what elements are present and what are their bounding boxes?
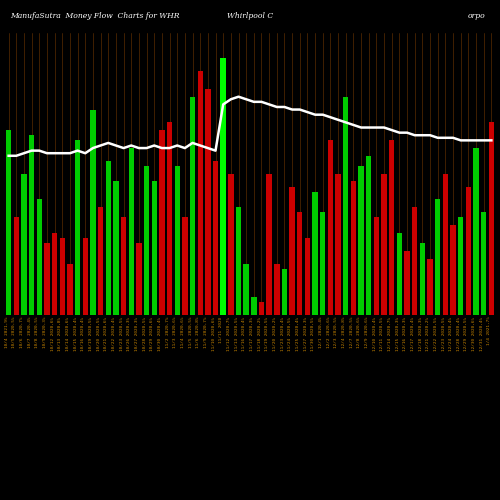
Bar — [75, 140, 80, 315]
Bar — [198, 71, 203, 315]
Bar — [450, 225, 456, 315]
Bar — [205, 89, 210, 315]
Bar — [274, 264, 280, 315]
Bar — [82, 238, 88, 315]
Bar — [290, 186, 295, 315]
Bar — [320, 212, 326, 315]
Text: Whirlpool C: Whirlpool C — [227, 12, 273, 20]
Bar — [389, 140, 394, 315]
Bar — [98, 207, 103, 315]
Bar — [382, 174, 387, 315]
Bar — [67, 264, 72, 315]
Bar — [190, 96, 195, 315]
Bar — [29, 135, 34, 315]
Bar — [312, 192, 318, 315]
Bar — [435, 200, 440, 315]
Bar — [174, 166, 180, 315]
Bar — [336, 174, 341, 315]
Bar — [458, 218, 464, 315]
Bar — [136, 243, 141, 315]
Bar — [351, 182, 356, 315]
Bar — [52, 233, 58, 315]
Bar — [6, 130, 12, 315]
Bar — [420, 243, 425, 315]
Bar — [182, 218, 188, 315]
Bar — [44, 243, 50, 315]
Bar — [167, 122, 172, 315]
Bar — [152, 182, 157, 315]
Bar — [159, 130, 164, 315]
Bar — [442, 174, 448, 315]
Bar — [36, 200, 42, 315]
Bar — [14, 218, 19, 315]
Bar — [412, 207, 418, 315]
Bar — [297, 212, 302, 315]
Bar — [481, 212, 486, 315]
Bar — [466, 186, 471, 315]
Bar — [374, 218, 379, 315]
Bar — [244, 264, 249, 315]
Bar — [213, 161, 218, 315]
Bar — [366, 156, 372, 315]
Bar — [121, 218, 126, 315]
Bar — [266, 174, 272, 315]
Bar — [328, 140, 333, 315]
Bar — [251, 297, 256, 315]
Bar — [144, 166, 149, 315]
Bar — [60, 238, 65, 315]
Bar — [22, 174, 26, 315]
Bar — [228, 174, 234, 315]
Bar — [128, 148, 134, 315]
Bar — [282, 269, 287, 315]
Text: orpo: orpo — [467, 12, 485, 20]
Bar — [106, 161, 111, 315]
Bar — [488, 122, 494, 315]
Bar — [113, 182, 118, 315]
Bar — [428, 258, 433, 315]
Bar — [236, 207, 241, 315]
Bar — [259, 302, 264, 315]
Bar — [90, 110, 96, 315]
Bar — [396, 233, 402, 315]
Bar — [343, 96, 348, 315]
Bar — [474, 148, 478, 315]
Bar — [305, 238, 310, 315]
Bar — [358, 166, 364, 315]
Text: ManufaSutra  Money Flow  Charts for WHR: ManufaSutra Money Flow Charts for WHR — [10, 12, 179, 20]
Bar — [220, 58, 226, 315]
Bar — [404, 251, 410, 315]
